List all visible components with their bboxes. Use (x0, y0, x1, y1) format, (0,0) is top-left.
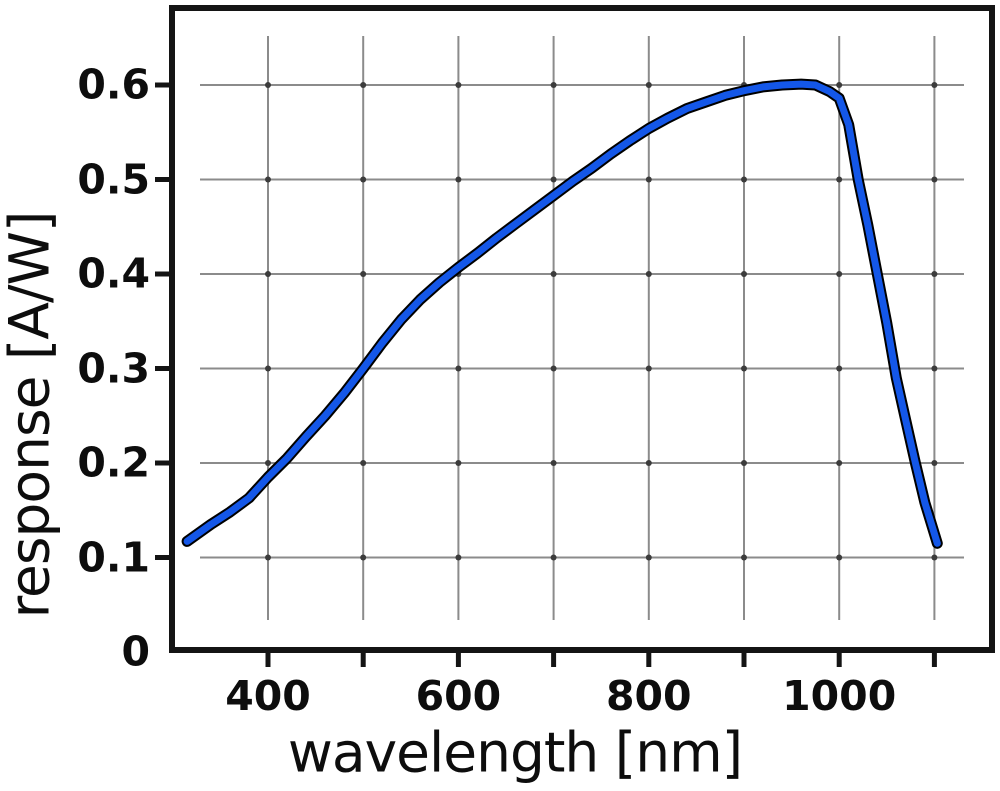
grid-node (265, 271, 271, 277)
y-tick-label: 0.2 (77, 438, 150, 487)
y-tick-label: 0.5 (77, 155, 150, 203)
grid-node (550, 554, 557, 561)
y-tick-label: 0.1 (77, 533, 150, 581)
grid-node (836, 460, 843, 466)
y-tick-label: 0.4 (77, 249, 150, 298)
grid-node (455, 554, 462, 561)
grid-node (741, 554, 747, 561)
grid-node (645, 176, 652, 183)
x-tick-label: 800 (606, 672, 692, 720)
grid-node (360, 271, 367, 277)
grid-node (931, 365, 938, 372)
grid-node (360, 460, 367, 466)
grid-node (360, 82, 367, 88)
grid-node (931, 82, 938, 88)
grid-node (265, 460, 271, 466)
grid-node (836, 365, 843, 372)
grid-node (455, 176, 462, 183)
grid-node (550, 460, 557, 466)
grid-node (455, 365, 462, 372)
grid-node (741, 176, 747, 183)
grid-node (265, 554, 271, 561)
grid-node (741, 460, 747, 466)
grid-node (836, 554, 843, 561)
y-tick-label: 0 (121, 627, 150, 676)
grid-node (550, 82, 557, 88)
response-curve (183, 80, 941, 547)
response-curve-outline (181, 78, 943, 549)
grid-node (741, 365, 747, 372)
grid-node (550, 176, 557, 183)
grid-node (455, 82, 462, 88)
grid-node (836, 271, 843, 277)
grid-node (550, 271, 557, 277)
grid-node (360, 176, 367, 183)
grid-node (931, 554, 938, 561)
x-tick-label: 400 (225, 672, 311, 720)
grid-node (265, 176, 271, 183)
grid-node (741, 271, 747, 277)
grid-node (360, 554, 367, 561)
grid-node (550, 365, 557, 372)
x-tick-label: 1000 (782, 672, 897, 720)
plot-border (169, 5, 995, 653)
y-tick-label: 0.6 (77, 60, 150, 109)
x-tick-label: 600 (415, 672, 502, 720)
grid-node (931, 460, 938, 466)
x-axis-title: wavelength [nm] (287, 720, 743, 785)
grid-node (645, 82, 652, 88)
grid-node (931, 271, 938, 277)
grid-node (931, 176, 938, 183)
grid-node (645, 365, 652, 372)
grid-node (265, 365, 271, 372)
grid-node (645, 460, 652, 466)
y-tick-label: 0.3 (77, 344, 150, 392)
grid-node (645, 554, 652, 561)
y-axis-title: response [A/W] (0, 211, 62, 619)
grid-node (836, 176, 843, 183)
grid-node (265, 82, 271, 88)
grid-node (645, 271, 652, 277)
grid-node (455, 460, 462, 466)
grid-node (836, 82, 843, 88)
